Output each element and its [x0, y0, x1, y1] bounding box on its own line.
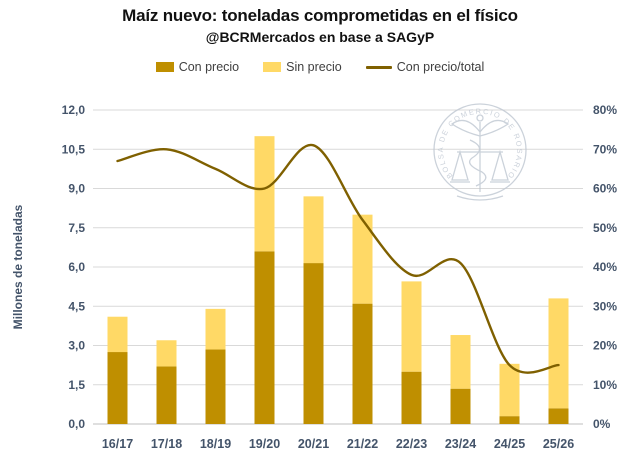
x-axis-label-22/23: 22/23	[396, 437, 427, 451]
left-axis-tick: 10,5	[62, 142, 86, 156]
bar-con-precio-19/20	[254, 251, 275, 424]
seal-bottom-arc	[456, 195, 504, 201]
chart-title: Maíz nuevo: toneladas comprometidas en e…	[122, 6, 518, 25]
left-axis-tick: 3,0	[68, 339, 85, 353]
seal-caduceus-snake	[468, 139, 487, 187]
bar-sin-precio-21/22	[352, 214, 373, 304]
bar-con-precio-25/26	[548, 408, 569, 424]
left-axis-tick: 0,0	[68, 417, 85, 431]
bar-sin-precio-18/19	[205, 308, 226, 350]
bar-sin-precio-16/17	[107, 316, 128, 353]
seal-caduceus-wings	[450, 119, 510, 137]
bar-con-precio-16/17	[107, 352, 128, 424]
x-axis-label-21/22: 21/22	[347, 437, 378, 451]
legend: Con precio Sin precio Con precio/total	[0, 60, 640, 74]
right-axis-tick: 60%	[593, 182, 617, 196]
chart-subtitle: @BCRMercados en base a SAGyP	[205, 29, 435, 45]
bar-sin-precio-19/20	[254, 136, 275, 252]
legend-label-con-precio: Con precio	[178, 60, 240, 74]
left-axis-tick: 1,5	[68, 378, 85, 392]
left-axis-tick: 9,0	[68, 182, 85, 196]
bcr-watermark-seal: BOLSA DE COMERCIO DE ROSARIO	[433, 103, 527, 201]
right-axis-tick: 20%	[593, 339, 617, 353]
seal-scale-left	[450, 149, 470, 183]
bar-sin-precio-17/18	[156, 340, 177, 367]
ratio-line-swatch-icon	[365, 65, 392, 69]
right-axis-tick: 40%	[593, 260, 617, 274]
sin-precio-swatch-icon	[263, 62, 282, 72]
right-axis-tick: 30%	[593, 299, 617, 313]
ratio-line	[116, 143, 560, 374]
bar-con-precio-23/24	[450, 388, 471, 424]
bar-sin-precio-24/25	[499, 363, 520, 417]
left-axis-tick: 12,0	[62, 103, 86, 117]
bar-con-precio-20/21	[303, 263, 324, 424]
left-axis-tick: 4,5	[68, 299, 85, 313]
bar-sin-precio-23/24	[450, 335, 471, 389]
bar-sin-precio-20/21	[303, 196, 324, 264]
legend-item-con-precio: Con precio	[155, 60, 240, 74]
x-axis-label-16/17: 16/17	[102, 437, 133, 451]
bar-con-precio-24/25	[499, 416, 520, 424]
x-axis-label-25/26: 25/26	[543, 437, 574, 451]
seal-outer-circle	[433, 103, 527, 197]
x-axis-label-24/25: 24/25	[494, 437, 525, 451]
legend-label-ratio: Con precio/total	[396, 60, 485, 74]
right-axis-tick: 80%	[593, 103, 617, 117]
con-precio-swatch-icon	[155, 62, 174, 72]
left-axis-title: Millones de toneladas	[11, 204, 25, 329]
bar-con-precio-21/22	[352, 303, 373, 424]
right-axis-tick: 0%	[593, 417, 611, 431]
x-axis-label-17/18: 17/18	[151, 437, 182, 451]
bar-con-precio-22/23	[401, 371, 422, 424]
right-axis-tick: 70%	[593, 142, 617, 156]
seal-scale-right	[490, 149, 510, 183]
right-axis-tick: 50%	[593, 221, 617, 235]
x-axis-label-18/19: 18/19	[200, 437, 231, 451]
bar-con-precio-17/18	[156, 366, 177, 424]
seal-caduceus-orb	[476, 114, 484, 122]
bar-con-precio-18/19	[205, 349, 226, 424]
x-axis-label-19/20: 19/20	[249, 437, 280, 451]
bar-sin-precio-25/26	[548, 298, 569, 409]
legend-item-ratio: Con precio/total	[365, 60, 485, 74]
right-axis-tick: 10%	[593, 378, 617, 392]
bar-sin-precio-22/23	[401, 281, 422, 372]
legend-item-sin-precio: Sin precio	[263, 60, 342, 74]
left-axis-tick: 7,5	[68, 221, 85, 235]
left-axis-tick: 6,0	[68, 260, 85, 274]
x-axis-label-20/21: 20/21	[298, 437, 329, 451]
legend-label-sin-precio: Sin precio	[286, 60, 342, 74]
x-axis-label-23/24: 23/24	[445, 437, 476, 451]
